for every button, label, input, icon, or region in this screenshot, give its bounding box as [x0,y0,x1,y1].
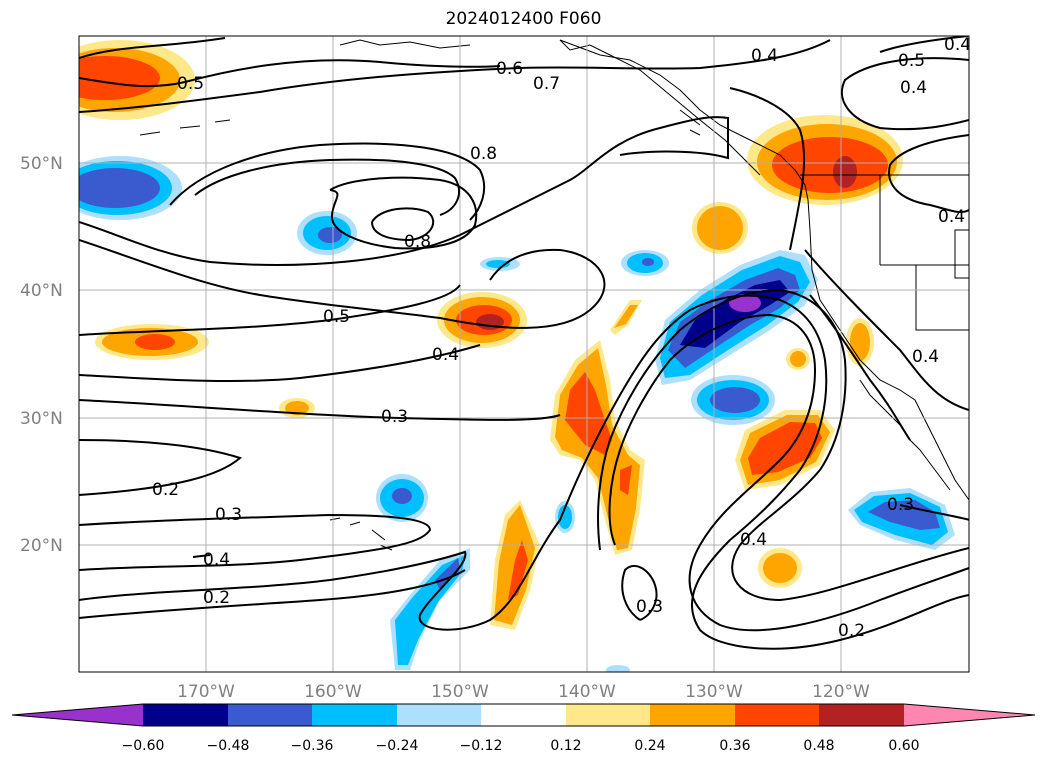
colorbar: −0.60 −0.48 −0.36 −0.24 −0.12 0.12 0.24 … [11,703,1036,754]
lon-label: 160°W [304,682,362,702]
contour-label: 0.4 [900,78,927,98]
colorbar-tick: −0.12 [460,738,503,754]
contour-label: 0.3 [381,407,408,427]
contour-label: 0.5 [898,51,925,71]
contour-label: 0.2 [152,480,179,500]
colorbar-extend-max [904,704,1035,726]
contour-label: 0.4 [751,46,778,66]
lat-label: 50°N [20,154,63,174]
contour-labels: 0.5 0.6 0.7 0.4 0.5 0.4 0.8 0.8 0.4 0.5 … [152,35,971,641]
lon-label: 140°W [558,682,616,702]
lon-label: 120°W [812,682,870,702]
contour-label: 0.4 [203,550,230,570]
colorbar-tick: −0.24 [376,738,419,754]
graticule [79,36,969,672]
map-frame [78,35,970,673]
contour-label: 0.3 [887,495,914,515]
coastlines [139,39,969,551]
lat-label: 30°N [20,409,63,429]
colorbar-tick: −0.36 [291,738,334,754]
lat-label: 20°N [20,536,63,556]
contour-label: 0.2 [838,621,865,641]
colorbar-tick: 0.12 [550,738,581,754]
colorbar-tick: −0.60 [122,738,165,754]
lon-label: 150°W [431,682,489,702]
map-title: 2024012400 F060 [445,9,602,29]
contour-label: 0.2 [203,588,230,608]
colorbar-tick: 0.60 [888,738,919,754]
lat-label: 40°N [20,281,63,301]
contour-label: 0.7 [533,74,560,94]
latitude-labels: 20°N 30°N 40°N 50°N [20,154,63,556]
lon-label: 170°W [177,682,235,702]
contour-lines [79,36,969,650]
contour-label: 0.4 [944,35,971,55]
contour-label: 0.8 [404,232,431,252]
contour-label: 0.3 [215,505,242,525]
contour-label: 0.8 [470,144,497,164]
contour-label: 0.3 [636,597,663,617]
colorbar-tick: −0.48 [207,738,250,754]
colorbar-tick: 0.36 [719,738,750,754]
contour-label: 0.5 [323,307,350,327]
lon-label: 130°W [685,682,743,702]
longitude-labels: 170°W 160°W 150°W 140°W 130°W 120°W [177,682,870,702]
colorbar-tick: 0.48 [803,738,834,754]
contour-label: 0.4 [740,530,767,550]
shaded-field [79,40,955,672]
colorbar-extend-min [12,704,143,726]
contour-label: 0.4 [432,345,459,365]
contour-label: 0.6 [496,59,523,79]
contour-label: 0.4 [912,347,939,367]
contour-label: 0.5 [177,74,204,94]
contour-label: 0.4 [938,207,965,227]
colorbar-tick: 0.24 [634,738,665,754]
